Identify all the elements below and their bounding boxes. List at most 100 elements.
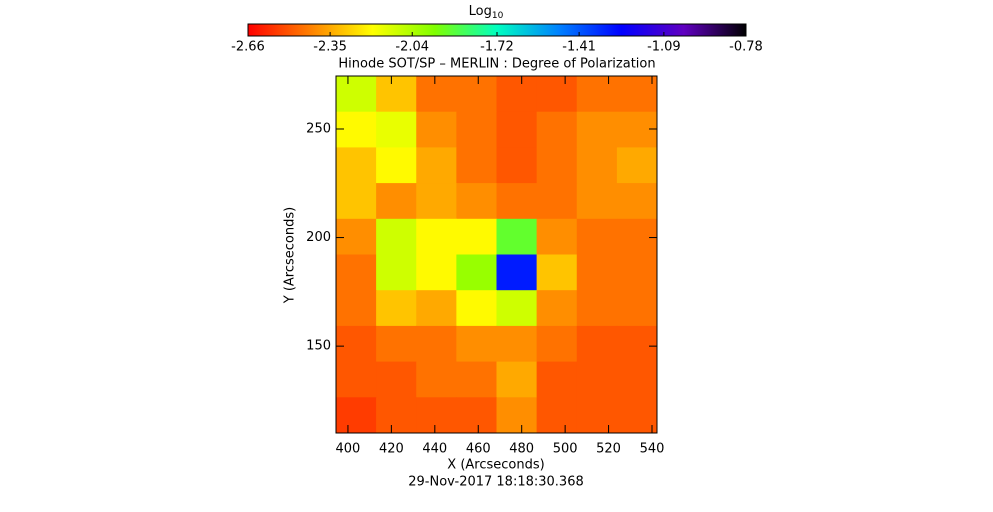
heatmap-cell [376, 147, 417, 184]
heatmap-cell [336, 325, 377, 363]
heatmap-cell [456, 218, 497, 255]
heatmap-cell [496, 325, 538, 363]
heatmap-cell [536, 254, 578, 291]
colorbar-tick-label: -0.78 [729, 40, 763, 55]
heatmap-cell [376, 218, 417, 255]
x-tick-label: 420 [379, 442, 404, 457]
heatmap-cell [416, 254, 457, 291]
heatmap-cell [336, 111, 377, 148]
heatmap-cell [496, 397, 538, 434]
heatmap-cell [496, 147, 538, 184]
heatmap-cell [536, 111, 578, 148]
heatmap-cell [536, 183, 578, 220]
heatmap-cell [456, 397, 497, 434]
date-label: 29-Nov-2017 18:18:30.368 [408, 475, 584, 490]
heatmap-cell [576, 325, 618, 363]
heatmap-cell [496, 111, 538, 148]
colorbar-tick-label: -1.41 [562, 40, 596, 55]
heatmap-cell [336, 76, 377, 113]
heatmap-cell [456, 111, 497, 148]
heatmap-cell [376, 290, 417, 327]
heatmap-cell [496, 183, 538, 220]
heatmap-cell [616, 76, 658, 113]
y-tick-label: 150 [306, 339, 331, 354]
heatmap-cell [336, 147, 377, 184]
colorbar-tick-label: -2.66 [231, 40, 265, 55]
heatmap-cell [376, 397, 417, 434]
chart-title: Hinode SOT/SP – MERLIN : Degree of Polar… [338, 57, 655, 72]
heatmap-cell [376, 254, 417, 291]
heatmap-cell [496, 76, 538, 113]
colorbar-label-main: Log [469, 4, 492, 19]
heatmap-cell [536, 147, 578, 184]
heatmap-cell [536, 397, 578, 434]
heatmap-cell [376, 183, 417, 220]
x-tick-label: 480 [509, 442, 534, 457]
x-tick-label: 540 [640, 442, 665, 457]
heatmap-cell [336, 183, 377, 220]
heatmap-cell [536, 76, 578, 113]
colorbar-label-sub: 10 [492, 11, 504, 21]
heatmap-cell [456, 76, 497, 113]
heatmap-cell [576, 254, 618, 291]
x-tick-label: 400 [336, 442, 361, 457]
heatmap-cell [336, 397, 377, 434]
heatmap-cell [616, 290, 658, 327]
heatmap-cell [456, 290, 497, 327]
x-tick-label: 520 [596, 442, 621, 457]
heatmap-cell [336, 218, 377, 255]
heatmap-cell [336, 254, 377, 291]
heatmap-cell [376, 76, 417, 113]
heatmap-cell [336, 290, 377, 327]
heatmap-cell [416, 397, 457, 434]
heatmap-cell [416, 111, 457, 148]
colorbar-tick-label: -2.04 [395, 40, 429, 55]
heatmap-cell [616, 183, 658, 220]
heatmap-cell [456, 254, 497, 291]
heatmap-cell [536, 218, 578, 255]
heatmap-cell [616, 325, 658, 363]
colorbar-tick-label: -1.72 [480, 40, 514, 55]
heatmap-cell [416, 183, 457, 220]
heatmap-cell [576, 361, 618, 398]
heatmap-cell [456, 147, 497, 184]
heatmap-cell [616, 111, 658, 148]
heatmap-cell [456, 325, 497, 363]
x-tick-label: 460 [466, 442, 491, 457]
plot-frame [335, 75, 658, 434]
heatmap-cell [376, 361, 417, 398]
x-axis-label: X (Arcseconds) [447, 458, 544, 473]
heatmap-cell [376, 325, 417, 363]
heatmap-cell [336, 361, 377, 398]
heatmap-cell [576, 76, 618, 113]
heatmap-cell [416, 361, 457, 398]
x-tick-label: 440 [422, 442, 447, 457]
colorbar-label: Log10 [469, 4, 504, 21]
heatmap-cell [576, 397, 618, 434]
heatmap-cell [576, 290, 618, 327]
heatmap-cell [416, 325, 457, 363]
heatmap-cell [616, 147, 658, 184]
heatmap-cell [496, 254, 538, 291]
heatmap-cell [616, 361, 658, 398]
heatmap-cell [416, 147, 457, 184]
y-tick-label: 200 [306, 230, 331, 245]
heatmap-cell [376, 111, 417, 148]
heatmap-cell [616, 254, 658, 291]
heatmap-cell [456, 183, 497, 220]
heatmap-cell [416, 76, 457, 113]
y-axis-label: Y (Arcseconds) [283, 207, 298, 304]
colorbar-tick-label: -2.35 [313, 40, 347, 55]
heatmap-cell [496, 290, 538, 327]
heatmap-cell [496, 218, 538, 255]
heatmap-cell [576, 147, 618, 184]
heatmap-cell [576, 111, 618, 148]
x-tick-label: 500 [553, 442, 578, 457]
heatmap-cell [416, 218, 457, 255]
heatmap-cell [536, 290, 578, 327]
heatmap-cell [616, 397, 658, 434]
heatmap-cell [616, 218, 658, 255]
y-tick-label: 250 [306, 121, 331, 136]
heatmap-cell [576, 183, 618, 220]
